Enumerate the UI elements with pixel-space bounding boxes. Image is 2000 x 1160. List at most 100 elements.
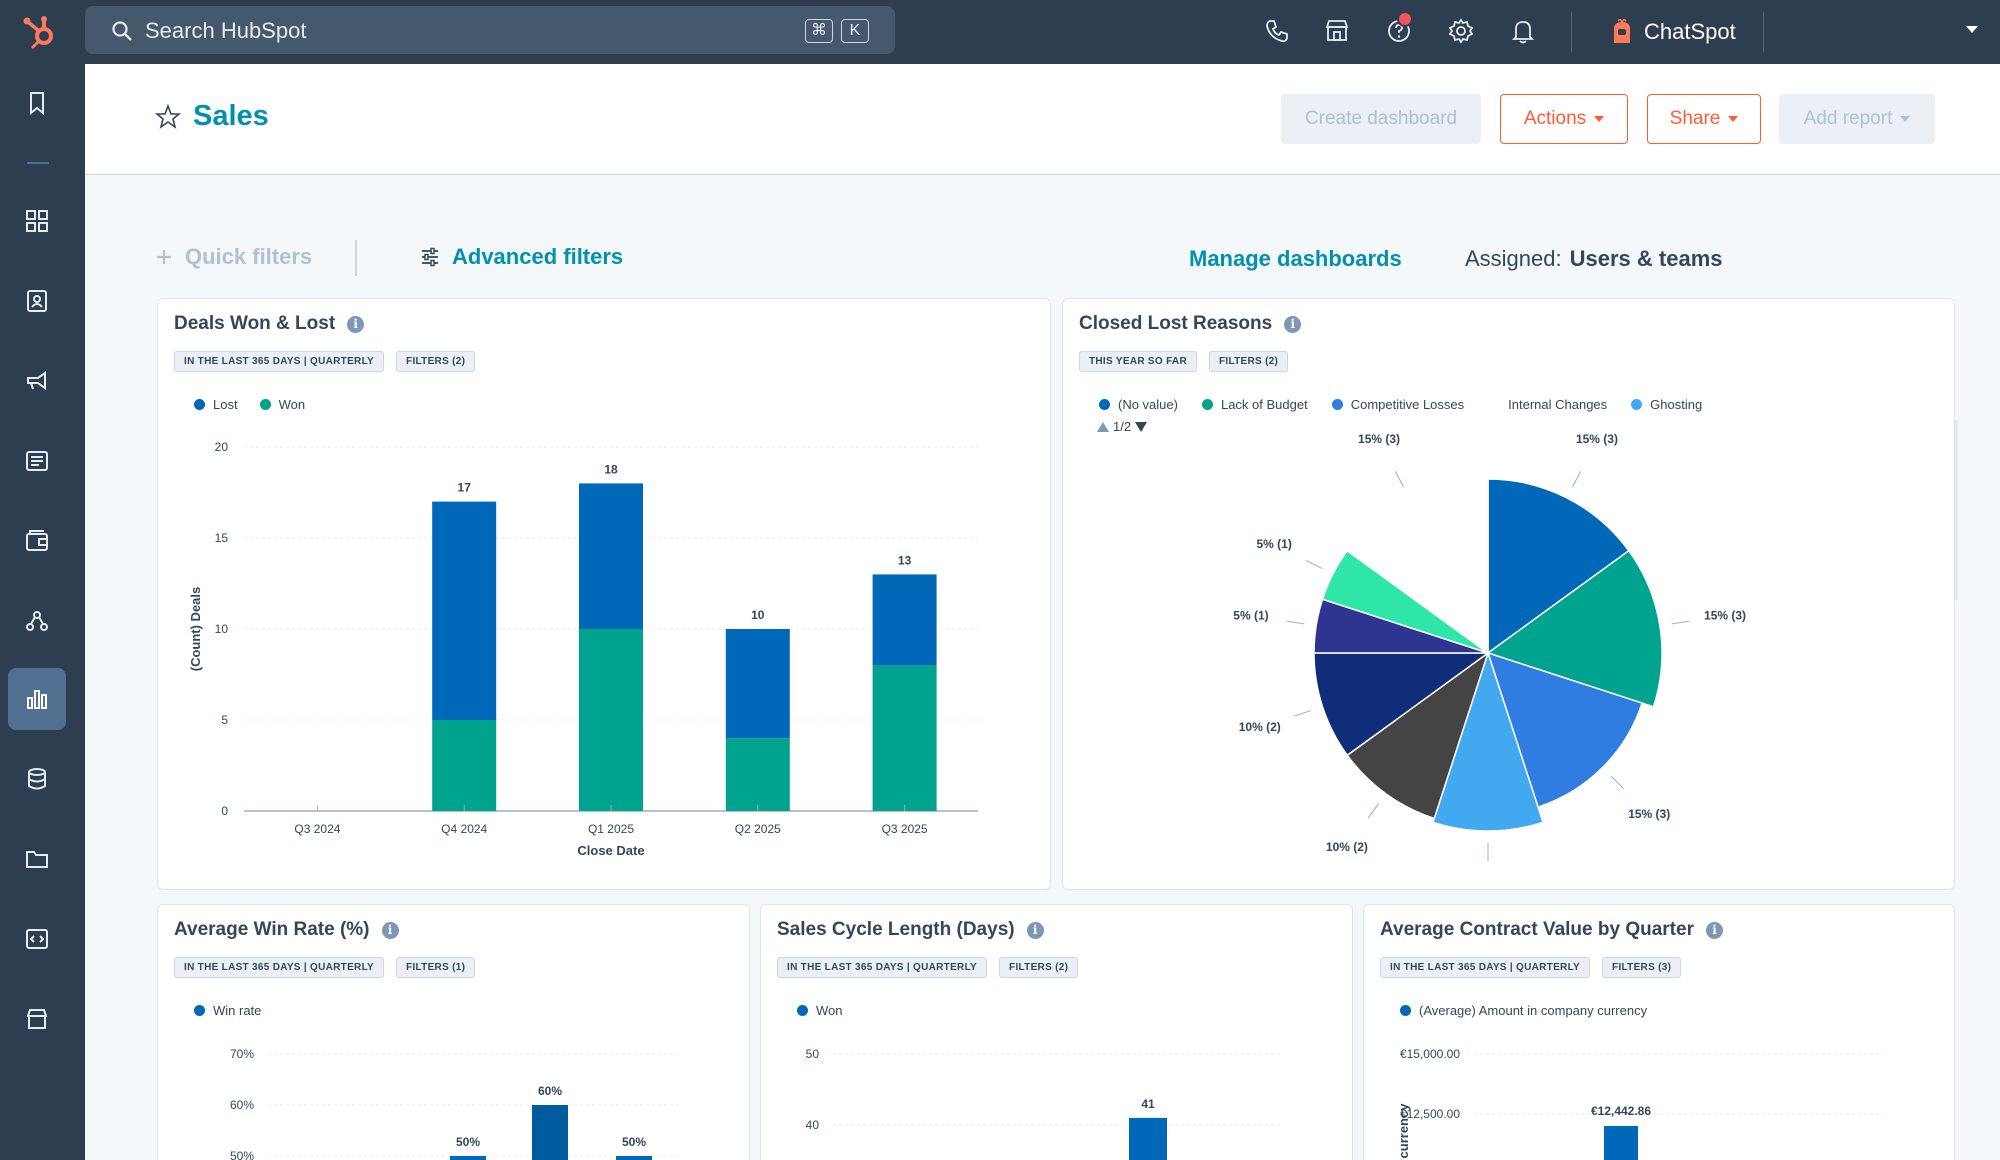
content-icon[interactable] [8,430,66,492]
y-tick-label: €12,500.00 [1400,1107,1460,1121]
data-label: 41 [1141,1097,1155,1111]
legend-item[interactable]: Win rate [194,1003,261,1018]
filters-tag[interactable]: FILTERS (1) [396,957,476,978]
pie-slice [1487,478,1630,655]
search-bar[interactable]: Search HubSpot ⌘ K [85,6,895,54]
chart-legend: Lost Won [194,397,305,412]
average-win-rate-card: Average Win Rate (%) i IN THE LAST 365 D… [157,904,750,1160]
share-button[interactable]: Share [1647,94,1761,144]
legend-item[interactable]: Lack of Budget [1201,397,1308,412]
filters-tag[interactable]: FILTERS (3) [1602,957,1682,978]
actions-button[interactable]: Actions [1500,94,1628,144]
y-tick-label: 60% [230,1098,254,1112]
y-tick-label: 50 [806,1047,820,1061]
scrollbar[interactable] [1955,420,1958,600]
y-tick-label: 5 [221,713,228,727]
add-report-button[interactable]: Add report [1779,94,1935,144]
pager-up-icon[interactable] [1097,421,1109,432]
commerce-icon[interactable] [8,510,66,572]
chatspot-button[interactable]: ChatSpot [1610,16,1736,48]
legend-item-lost[interactable]: Lost [194,397,238,412]
date-range-tag[interactable]: IN THE LAST 365 DAYS | QUARTERLY [1380,957,1591,978]
legend-item[interactable]: Won [797,1003,843,1018]
automation-icon[interactable] [8,590,66,652]
info-icon[interactable]: i [1026,921,1044,939]
legend-item[interactable]: (Average) Amount in company currency [1400,1003,1647,1018]
account-menu-caret-icon[interactable] [1966,26,1978,33]
card-title: Average Contract Value by Quarter [1380,919,1694,940]
y-tick-label: 0 [221,804,228,818]
sliders-icon [422,247,438,267]
info-icon[interactable]: i [1705,921,1723,939]
bar-won [579,629,643,811]
app-marketplace-icon[interactable] [8,988,66,1050]
manage-dashboards-link[interactable]: Manage dashboards [1189,246,1402,271]
pie-data-label: 10% (2) [1239,720,1281,734]
reporting-icon[interactable] [8,668,66,730]
date-range-tag[interactable]: THIS YEAR SO FAR [1079,351,1197,372]
pie-slice [1432,650,1544,832]
page-title: Sales [193,100,269,132]
command-key: ⌘ [805,19,833,43]
data-management-icon[interactable] [8,748,66,810]
workspaces-icon[interactable] [8,190,66,252]
date-range-tag[interactable]: IN THE LAST 365 DAYS | QUARTERLY [174,957,385,978]
legend-item-won[interactable]: Won [259,397,305,412]
info-icon[interactable]: i [347,315,365,333]
legend-item[interactable]: Competitive Losses [1331,397,1464,412]
data-label: 50% [456,1135,480,1149]
create-dashboard-label: Create dashboard [1304,108,1458,129]
phone-icon[interactable] [1262,16,1292,46]
hubspot-logo-icon[interactable] [20,12,60,52]
card-title: Average Win Rate (%) [174,919,370,940]
y-tick-label: 20 [215,440,229,454]
pager-label: 1/2 [1113,419,1132,434]
legend-label: Ghosting [1650,397,1703,412]
y-tick-label: €15,000.00 [1400,1047,1460,1061]
filters-tag[interactable]: FILTERS (2) [999,957,1079,978]
date-range-tag[interactable]: IN THE LAST 365 DAYS | QUARTERLY [174,351,385,372]
info-icon[interactable]: i [1284,315,1302,333]
marketplace-icon[interactable] [1322,16,1352,46]
chart-legend: Win rate [194,1003,261,1018]
legend-item[interactable]: (No value) [1099,397,1178,412]
assigned-filter[interactable]: Assigned: Users & teams [1465,246,1723,272]
favorite-star-icon[interactable] [155,103,181,130]
legend-label: Lost [213,397,238,412]
contacts-icon[interactable] [8,270,66,332]
pie-label-connector [1367,803,1380,819]
gear-icon[interactable] [1446,16,1476,46]
info-icon[interactable]: i [381,921,399,939]
closed-lost-pie-chart: 15% (3)15% (3)15% (3)10% (2)10% (2)10% (… [1233,432,1746,861]
date-range-tag[interactable]: IN THE LAST 365 DAYS | QUARTERLY [777,957,988,978]
create-dashboard-button[interactable]: Create dashboard [1281,94,1481,144]
legend-item[interactable]: Ghosting [1631,397,1702,412]
y-tick-label: 40 [806,1118,820,1132]
add-report-label: Add report [1803,108,1893,129]
pager-down-icon[interactable] [1135,421,1148,432]
bookmark-icon[interactable] [8,72,66,134]
legend-label: Internal Changes [1508,397,1608,412]
x-tick-label: Q2 2025 [735,822,781,836]
filters-tag[interactable]: FILTERS (2) [1208,351,1289,372]
quick-filters-button[interactable]: Quick filters [155,244,312,270]
nav-divider [1763,12,1764,52]
bar-lost [872,574,937,666]
pie-data-label: 15% (3) [1358,432,1400,446]
development-icon[interactable] [8,908,66,970]
legend-item[interactable]: Internal Changes [1508,397,1607,412]
chevron-down-icon [1900,116,1911,122]
chart-legend: (No value) Lack of Budget Competitive Lo… [1099,397,1702,412]
pie-slice [1486,651,1644,809]
advanced-filters-button[interactable]: Advanced filters [420,244,623,270]
y-axis-label: (Count) Deals [188,587,203,672]
legend-label: (No value) [1118,397,1178,412]
pie-label-connector [1571,471,1582,488]
filters-tag[interactable]: FILTERS (2) [396,351,476,372]
chevron-down-icon [1594,116,1605,122]
marketing-icon[interactable] [8,350,66,412]
bell-icon[interactable] [1508,16,1538,46]
chatspot-label: ChatSpot [1644,19,1736,44]
pie-data-label: 15% (3) [1628,807,1670,821]
library-icon[interactable] [8,828,66,890]
